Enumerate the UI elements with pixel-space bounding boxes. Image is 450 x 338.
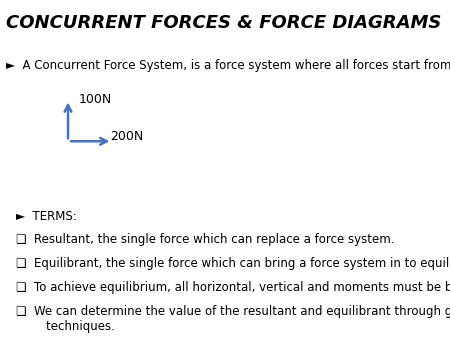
Text: 200N: 200N [110,130,143,143]
Text: ►  A Concurrent Force System, is a force system where all forces start from the : ► A Concurrent Force System, is a force … [6,59,450,72]
Text: ❑  To achieve equilibrium, all horizontal, vertical and moments must be balanced: ❑ To achieve equilibrium, all horizontal… [16,281,450,294]
Text: ►  TERMS:: ► TERMS: [16,210,77,223]
Text: ❑  Equilibrant, the single force which can bring a force system in to equilibriu: ❑ Equilibrant, the single force which ca… [16,257,450,270]
Text: ❑  We can determine the value of the resultant and equilibrant through graphical: ❑ We can determine the value of the resu… [16,305,450,333]
Text: CONCURRENT FORCES & FORCE DIAGRAMS: CONCURRENT FORCES & FORCE DIAGRAMS [6,14,442,32]
Text: ❑  Resultant, the single force which can replace a force system.: ❑ Resultant, the single force which can … [16,233,395,246]
Text: 100N: 100N [79,93,112,106]
